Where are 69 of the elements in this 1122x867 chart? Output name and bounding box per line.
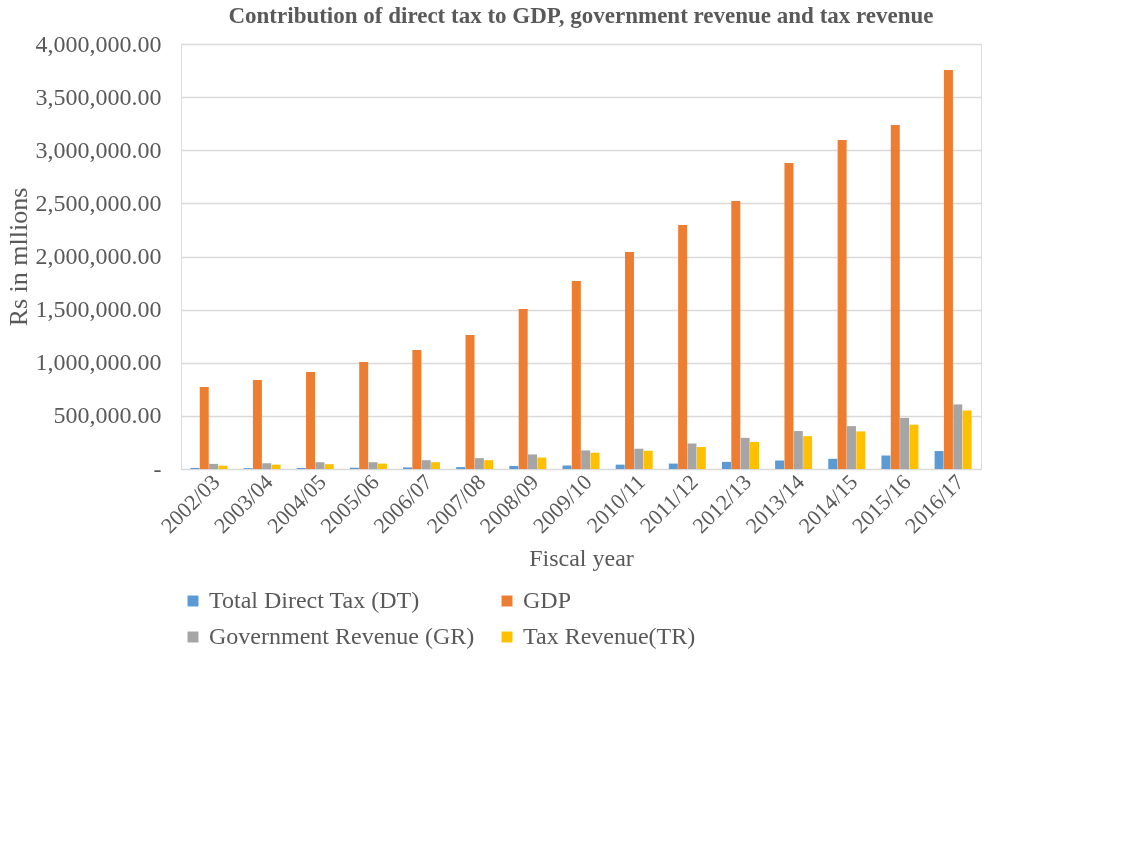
bar [890, 124, 900, 469]
bar [209, 463, 219, 469]
y-axis-title: Rs in mllions [3, 187, 33, 327]
chart-title: Contribution of direct tax to GDP, government revenue and tax revenue [228, 3, 934, 28]
legend-label: Tax Revenue(TR) [523, 623, 696, 649]
y-tick-label: 1,000,000.00 [35, 349, 162, 376]
bar [359, 362, 369, 469]
bar [315, 462, 325, 469]
bar [590, 452, 600, 469]
y-tick-label: 2,500,000.00 [35, 189, 162, 216]
bar [421, 460, 431, 469]
bar [943, 70, 953, 469]
bar [615, 464, 625, 469]
bar [687, 443, 697, 469]
y-tick-label: 1,500,000.00 [35, 296, 162, 323]
bar [509, 465, 519, 469]
bar [731, 201, 741, 469]
bar [696, 447, 706, 469]
bar [634, 448, 644, 469]
bar [484, 460, 494, 469]
bar [324, 464, 334, 469]
bar [775, 460, 785, 469]
bar [252, 379, 262, 469]
bar [199, 386, 209, 469]
bar [934, 451, 944, 469]
bar [377, 463, 387, 469]
bar [828, 458, 838, 469]
legend-label: Government Revenue (GR) [209, 623, 475, 649]
bar [412, 350, 422, 469]
bar [528, 454, 538, 469]
bar [803, 436, 813, 469]
bar [465, 335, 475, 469]
bar [678, 225, 688, 469]
legend-label: GDP [523, 587, 572, 613]
y-tick-label: 3,500,000.00 [35, 83, 162, 110]
bar [909, 424, 919, 469]
bar [581, 450, 591, 469]
bar [740, 437, 750, 469]
bar [837, 140, 847, 469]
bar [271, 464, 281, 469]
bar [368, 462, 378, 469]
bar [668, 463, 678, 469]
bar [643, 450, 653, 469]
bar [846, 426, 856, 469]
bar [721, 461, 731, 469]
bar [856, 431, 866, 469]
bar [306, 371, 316, 469]
bar [537, 457, 547, 469]
y-tick-label: 3,000,000.00 [35, 136, 162, 163]
bar [518, 308, 528, 469]
bar [624, 252, 634, 469]
x-axis-title: Fiscal year [529, 545, 634, 572]
bar [962, 410, 972, 469]
bar [431, 462, 441, 469]
y-tick-label: - [153, 455, 162, 482]
bar [784, 163, 794, 469]
bar [562, 465, 572, 469]
bar [793, 431, 803, 469]
bar [571, 281, 581, 469]
y-tick-label: 2,000,000.00 [35, 243, 162, 269]
bar [262, 463, 272, 469]
y-tick-label: 4,000,000.00 [35, 30, 162, 57]
bar [900, 417, 910, 469]
legend-label: Total Direct Tax (DT) [209, 587, 420, 613]
y-tick-label: 500,000.00 [53, 402, 162, 429]
bar [749, 441, 759, 469]
bar [474, 458, 484, 469]
bar [953, 404, 963, 469]
bar [881, 455, 891, 469]
